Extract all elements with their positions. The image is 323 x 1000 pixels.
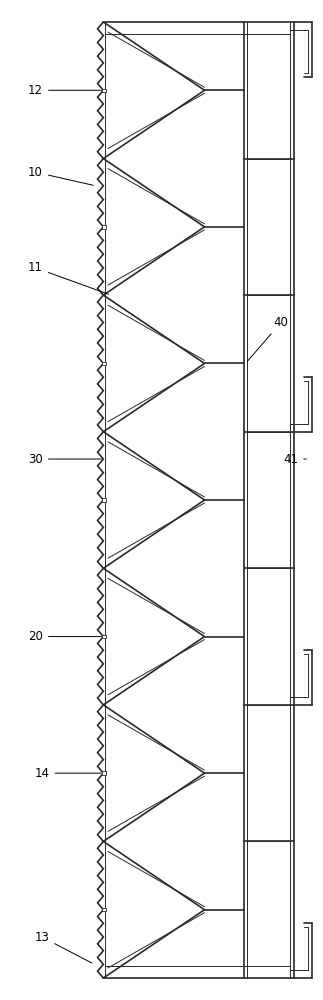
Bar — [102, 362, 106, 365]
Text: 11: 11 — [28, 261, 109, 294]
Text: 10: 10 — [28, 166, 93, 185]
Bar — [102, 225, 106, 229]
Text: 41: 41 — [283, 453, 306, 466]
Bar — [102, 498, 106, 502]
Bar — [102, 635, 106, 638]
Text: 40: 40 — [247, 316, 288, 361]
Bar — [102, 908, 106, 911]
Text: 14: 14 — [35, 767, 101, 780]
Text: 13: 13 — [35, 931, 92, 963]
Bar — [102, 89, 106, 92]
Text: 30: 30 — [28, 453, 101, 466]
Text: 20: 20 — [28, 630, 101, 643]
Text: 12: 12 — [28, 84, 101, 97]
Bar — [102, 771, 106, 775]
